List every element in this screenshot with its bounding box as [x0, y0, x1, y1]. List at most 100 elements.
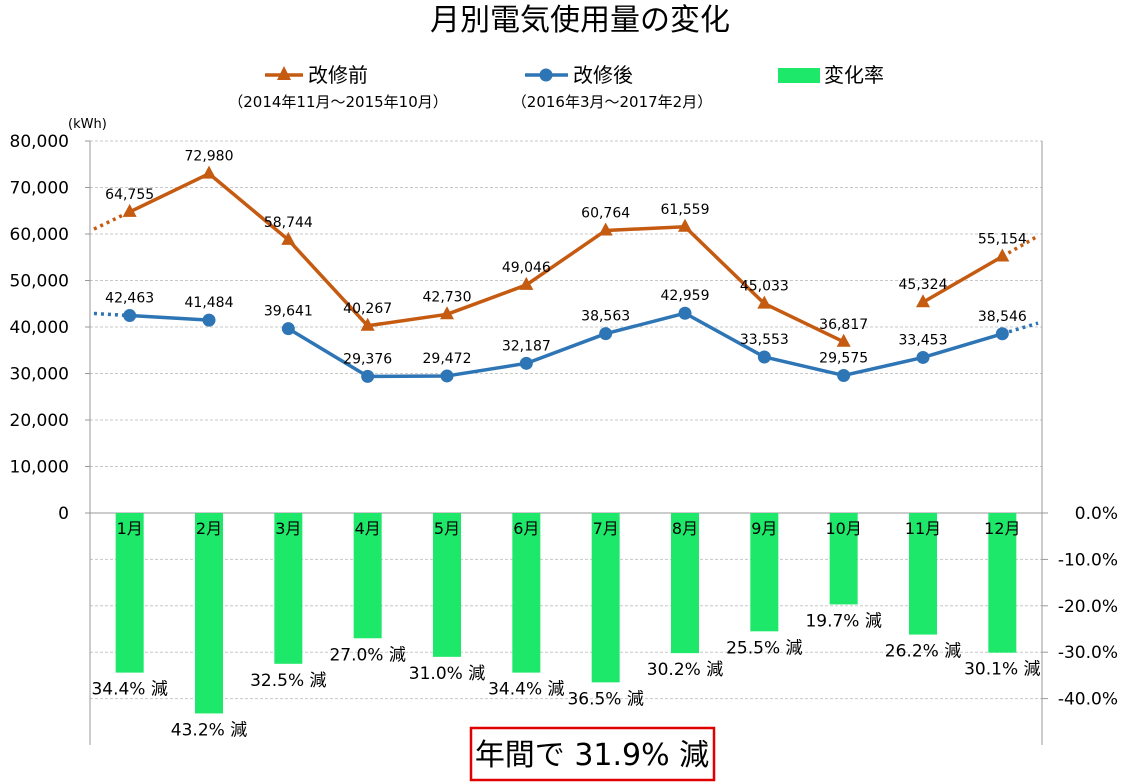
month-label: 12月 [984, 519, 1020, 538]
data-label: 61,559 [661, 202, 710, 218]
line-series [93, 165, 1039, 383]
point-改修前 [360, 317, 375, 331]
data-label: 38,546 [978, 309, 1027, 325]
legend-marker-triangle [277, 66, 291, 80]
summary-box [469, 726, 716, 782]
point-改修前 [678, 218, 692, 232]
month-label: 3月 [275, 519, 301, 538]
point-改修後 [202, 313, 216, 327]
y-right-tick-label: -10.0% [1058, 550, 1118, 570]
data-label: 39,641 [264, 304, 313, 320]
data-label: 49,046 [502, 260, 551, 276]
bar-label: 19.7% 減 [805, 611, 881, 631]
point-改修後 [123, 309, 137, 323]
bar-3 [274, 513, 303, 664]
bar-10 [829, 513, 858, 605]
axes: 80,000 70,000 60,000 50,000 40,000 30,000 20,0… [10, 132, 1118, 745]
data-label: 42,959 [661, 288, 710, 304]
month-label: 4月 [355, 519, 381, 538]
y-left-tick-label: 60,000 [10, 225, 69, 245]
y-left-tick-label: 40,000 [10, 318, 69, 338]
point-改修前 [202, 165, 216, 179]
bar-label: 31.0% 減 [409, 664, 485, 684]
month-label: 7月 [593, 519, 619, 538]
bar-2 [195, 513, 223, 714]
legend-sub-before: （2014年11月～2015年10月） [228, 93, 448, 111]
summary-text: 年間で 31.9% 減 [475, 738, 709, 773]
month-label: 8月 [672, 519, 698, 538]
point-改修前 [281, 231, 296, 245]
bar-label: 25.5% 減 [726, 638, 802, 658]
data-label: 29,376 [343, 351, 392, 367]
y-left-tick-label: 30,000 [10, 365, 69, 385]
bar-5 [433, 513, 461, 657]
month-label: 11月 [905, 519, 941, 538]
data-label: 29,575 [819, 350, 868, 366]
data-label: 58,744 [264, 215, 313, 231]
y-axis-unit: (kWh) [68, 117, 107, 132]
point-改修前 [836, 333, 851, 347]
line-segment [287, 311, 1003, 379]
y-left-tick-label: 20,000 [10, 411, 69, 431]
y-right-tick-label: 0.0% [1075, 504, 1118, 524]
point-改修前 [122, 203, 137, 217]
point-改修後 [440, 369, 454, 383]
legend: 改修前 （2014年11月～2015年10月） 改修後 （2016年3月～2017年2… [228, 63, 884, 111]
point-改修後 [837, 368, 851, 382]
data-label: 45,033 [740, 279, 789, 295]
point-改修前 [757, 295, 772, 309]
y-left-tick-label: 10,000 [10, 458, 69, 478]
month-label: 6月 [513, 519, 539, 538]
bar-label: 36.5% 減 [567, 689, 643, 709]
data-label: 42,730 [423, 289, 472, 305]
y-right-tick-label: -30.0% [1058, 643, 1118, 663]
legend-label-rate: 変化率 [824, 63, 884, 87]
bar-label: 43.2% 減 [171, 720, 247, 740]
point-改修前 [995, 248, 1010, 262]
data-label: 36,817 [819, 317, 868, 333]
month-label: 10月 [825, 519, 861, 538]
bar-label: 34.4% 減 [91, 680, 167, 700]
data-label: 64,755 [105, 187, 154, 203]
data-label: 55,154 [978, 232, 1027, 248]
month-label: 1月 [117, 519, 143, 538]
point-改修後 [916, 350, 930, 364]
data-label: 38,563 [581, 309, 630, 325]
bar-label: 32.5% 減 [250, 671, 326, 691]
point-改修前 [598, 222, 613, 236]
point-改修後 [281, 322, 295, 336]
y-left-tick-label: 80,000 [10, 132, 69, 152]
y-right-tick-label: -20.0% [1058, 597, 1118, 617]
month-label: 5月 [434, 519, 460, 538]
line-segment [922, 255, 1004, 304]
point-改修後 [757, 350, 771, 364]
data-label: 33,453 [899, 332, 948, 348]
bar-12 [988, 513, 1017, 653]
point-改修前 [440, 306, 454, 320]
bar-9 [750, 513, 779, 632]
bar-label: 26.2% 減 [885, 642, 961, 662]
point-改修前 [519, 276, 534, 290]
y-left-tick-label: 0 [58, 504, 69, 524]
legend-swatch-rate [778, 68, 820, 83]
data-label: 41,484 [185, 295, 234, 311]
month-label: 2月 [196, 519, 222, 538]
data-label: 42,463 [105, 291, 154, 307]
point-改修後 [995, 327, 1009, 341]
legend-label-before: 改修前 [308, 63, 368, 87]
bar-7 [591, 513, 620, 683]
bars-series [115, 513, 1017, 714]
line-segment [129, 313, 210, 322]
data-label: 33,553 [740, 332, 789, 348]
data-label: 29,472 [423, 351, 472, 367]
legend-sub-after: （2016年3月～2017年2月） [512, 93, 712, 111]
bar-1 [115, 513, 144, 673]
bar-11 [909, 513, 937, 635]
y-left-tick-label: 50,000 [10, 272, 69, 292]
y-left-tick-label: 70,000 [10, 179, 69, 199]
bar-label: 27.0% 減 [329, 645, 405, 665]
point-改修後 [519, 356, 533, 370]
point-改修前 [916, 294, 930, 308]
month-label: 9月 [751, 519, 777, 538]
